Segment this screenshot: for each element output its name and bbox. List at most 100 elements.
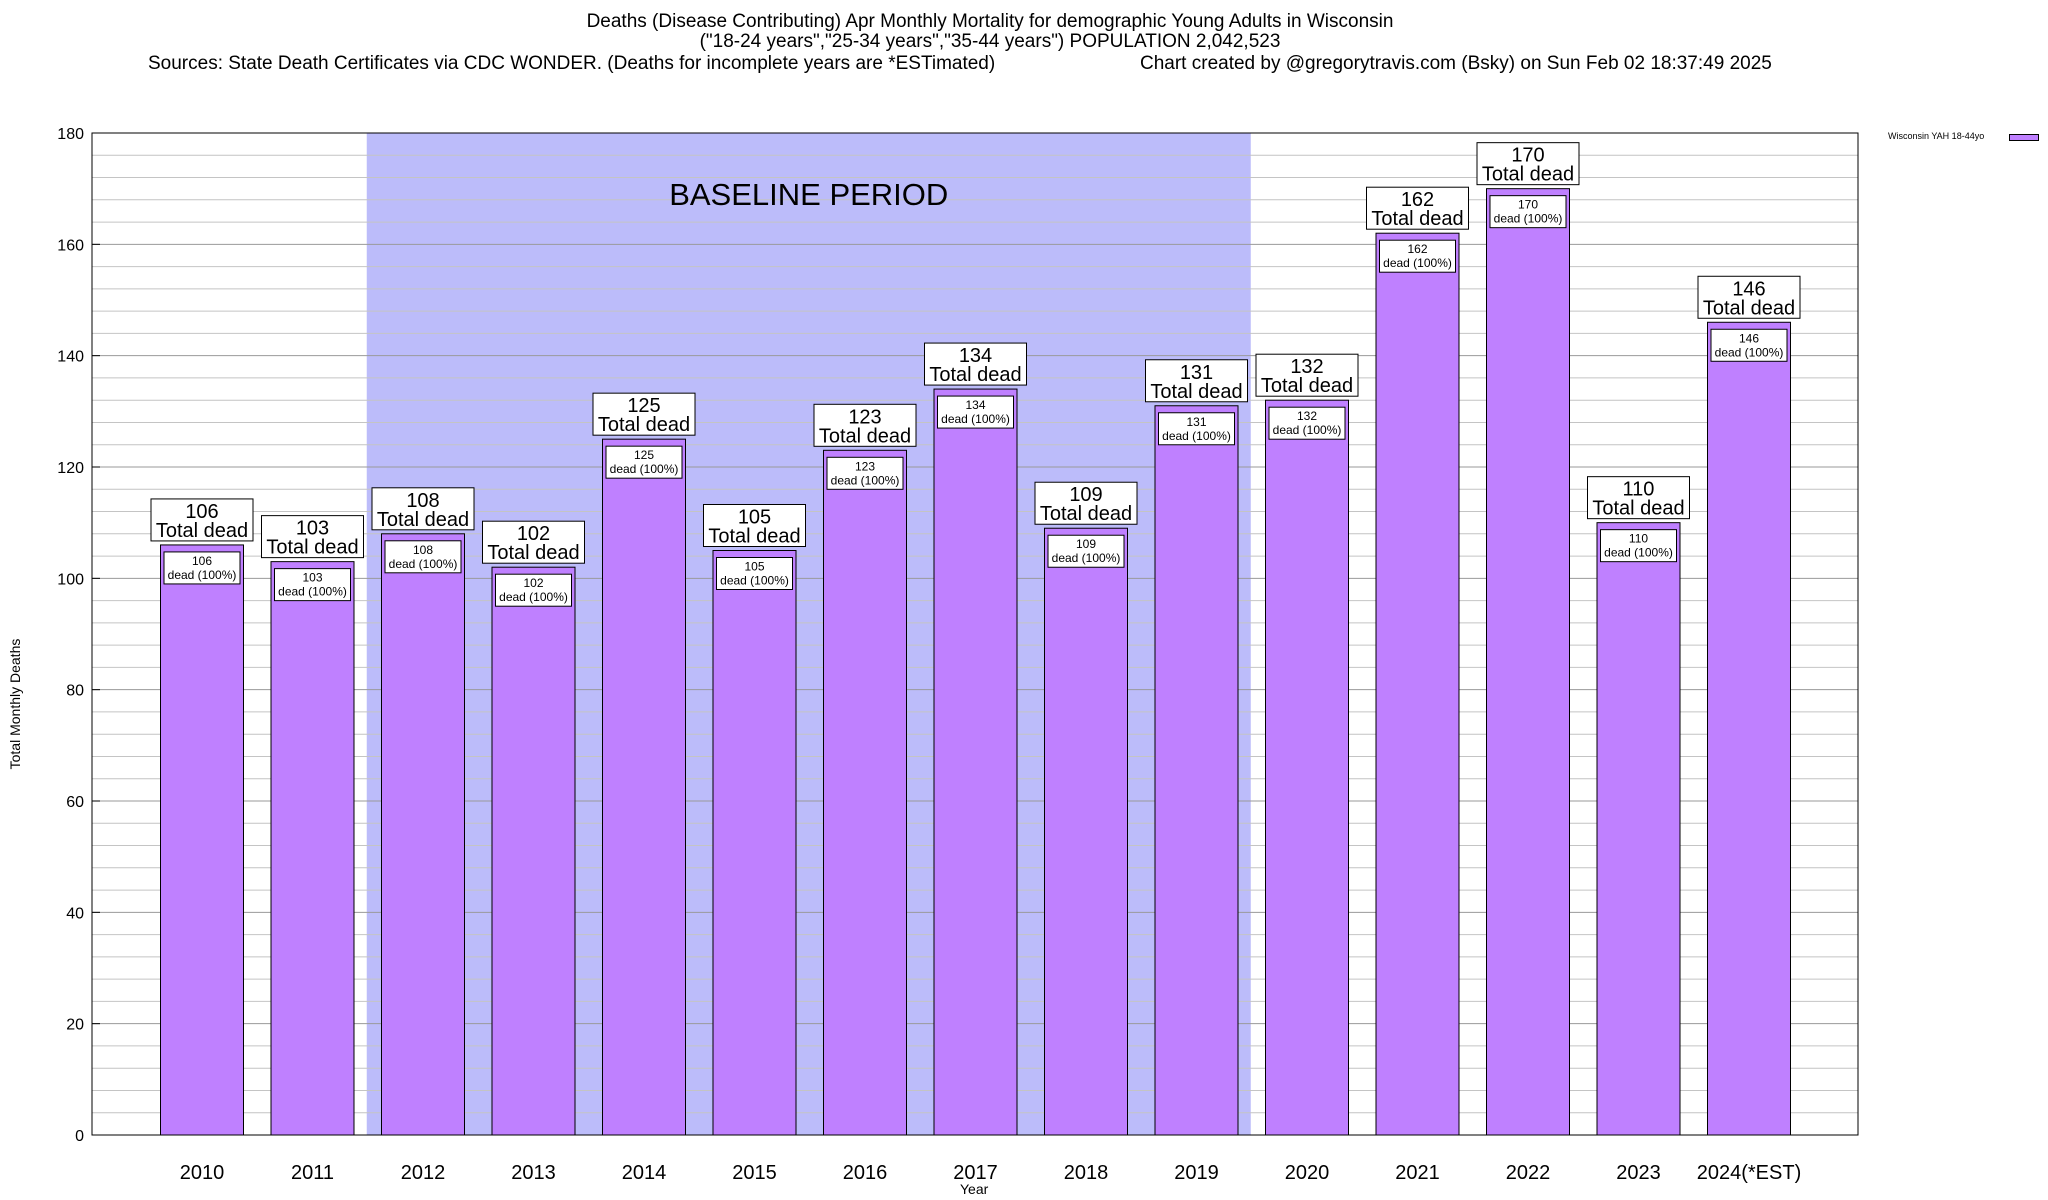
bar-total-label-box xyxy=(1255,353,1359,397)
bar-total-label: Total dead xyxy=(819,425,911,447)
bar-total-label: Total dead xyxy=(156,520,248,542)
y-tick-label: 60 xyxy=(66,794,84,811)
title-line-2: ("18-24 years","25-34 years","35-44 year… xyxy=(699,31,1281,52)
bar-total-value: 132 xyxy=(1290,356,1323,378)
bar xyxy=(491,566,576,1136)
bar-total-value: 103 xyxy=(296,518,329,540)
bar xyxy=(933,388,1018,1136)
bar-inner-label: dead (100%) xyxy=(278,585,347,599)
y-tick-label: 80 xyxy=(66,683,84,700)
bar-total-value: 105 xyxy=(738,507,771,529)
y-tick-label: 0 xyxy=(75,1128,84,1145)
y-tick-label: 20 xyxy=(66,1017,84,1034)
baseline-label: BASELINE PERIOD xyxy=(669,177,948,212)
x-tick-label: 2013 xyxy=(511,1162,556,1184)
bar-inner-label-box xyxy=(937,395,1014,429)
bar-inner-value: 103 xyxy=(302,571,322,585)
bar xyxy=(1486,188,1570,1136)
y-tick-label: 140 xyxy=(57,349,84,366)
bar-inner-label-box xyxy=(274,568,351,602)
bar-total-label: Total dead xyxy=(1703,297,1795,319)
bar-total-label-box xyxy=(1587,476,1690,520)
bar-inner-label: dead (100%) xyxy=(1383,256,1452,270)
bar-inner-label: dead (100%) xyxy=(1162,429,1231,443)
bar-total-label: Total dead xyxy=(598,414,690,436)
bar-total-label-box xyxy=(482,520,585,564)
bar-total-label-box xyxy=(1476,142,1580,186)
subtitle-row: Sources: State Death Certificates via CD… xyxy=(0,53,2048,75)
bar xyxy=(712,550,797,1136)
bar-total-value: 123 xyxy=(848,406,881,428)
bar-inner-value: 102 xyxy=(523,576,543,590)
bar-inner-value: 105 xyxy=(744,560,764,574)
bar-total-value: 108 xyxy=(406,490,439,512)
x-tick-label: 2024(*EST) xyxy=(1697,1162,1802,1184)
bar xyxy=(270,561,355,1136)
bar-inner-label-box xyxy=(495,573,572,607)
bar xyxy=(602,438,686,1136)
bar-total-value: 125 xyxy=(627,395,660,417)
bar-total-label: Total dead xyxy=(1261,375,1353,397)
x-tick-label: 2019 xyxy=(1174,1162,1219,1184)
bar-total-label-box xyxy=(261,515,364,559)
x-tick-label: 2018 xyxy=(1064,1162,1109,1184)
bar-inner-label-box xyxy=(1710,328,1788,362)
bar-total-label-box xyxy=(1034,481,1138,525)
legend-label: Wisconsin YAH 18-44yo xyxy=(1888,131,1985,141)
bar-total-value: 146 xyxy=(1732,278,1765,300)
x-tick-label: 2012 xyxy=(401,1162,446,1184)
bar-inner-value: 110 xyxy=(1629,532,1648,546)
bar-inner-label-box xyxy=(1489,195,1567,229)
bar xyxy=(160,544,244,1136)
x-tick-label: 2015 xyxy=(732,1162,777,1184)
bar-inner-value: 125 xyxy=(634,448,654,462)
bar-inner-value: 134 xyxy=(965,398,985,412)
bar-inner-label-box xyxy=(1379,239,1456,273)
bar-total-value: 109 xyxy=(1069,484,1102,506)
bar-total-value: 162 xyxy=(1401,189,1434,211)
bar-total-value: 102 xyxy=(517,523,550,545)
x-axis-label: Year xyxy=(960,1181,989,1197)
bar-inner-value: 109 xyxy=(1076,537,1096,551)
bar-inner-label: dead (100%) xyxy=(831,473,900,487)
bar-inner-value: 146 xyxy=(1739,331,1759,345)
bar-total-label-box xyxy=(150,498,254,542)
bar-inner-label: dead (100%) xyxy=(720,574,789,588)
bar-inner-label: dead (100%) xyxy=(499,590,568,604)
bar-total-label: Total dead xyxy=(708,526,800,548)
bar-inner-value: 132 xyxy=(1297,409,1317,423)
bar-inner-label-box xyxy=(605,445,683,479)
bar-total-value: 170 xyxy=(1511,145,1544,167)
bar-total-label-box xyxy=(1366,186,1469,230)
bar-inner-label-box xyxy=(1158,412,1235,446)
bar-total-label-box xyxy=(813,403,917,447)
bar xyxy=(1707,321,1791,1136)
bar-inner-label-box xyxy=(163,551,241,585)
x-tick-label: 2022 xyxy=(1506,1162,1551,1184)
x-tick-label: 2023 xyxy=(1616,1162,1661,1184)
bar-inner-label-box xyxy=(1047,534,1125,568)
bar-total-label: Total dead xyxy=(1371,208,1463,230)
bar-total-label: Total dead xyxy=(1150,381,1242,403)
bar-total-value: 106 xyxy=(185,501,218,523)
x-tick-label: 2010 xyxy=(180,1162,225,1184)
bar-total-label: Total dead xyxy=(1592,498,1684,520)
bar-inner-label: dead (100%) xyxy=(1273,423,1342,437)
bar-inner-label-box xyxy=(1268,406,1346,440)
bar-inner-label: dead (100%) xyxy=(389,557,458,571)
bar-total-label: Total dead xyxy=(1040,503,1132,525)
bar-total-value: 110 xyxy=(1623,479,1655,501)
bar-total-value: 131 xyxy=(1180,362,1213,384)
legend-swatch xyxy=(2009,134,2039,141)
y-tick-label: 100 xyxy=(57,571,84,588)
x-tick-label: 2017 xyxy=(953,1162,998,1184)
bar-total-label: Total dead xyxy=(377,509,469,531)
bar-total-label-box xyxy=(703,504,806,547)
bar xyxy=(381,533,465,1136)
bar-total-value: 134 xyxy=(959,345,992,367)
bar-total-label: Total dead xyxy=(487,542,579,564)
sources-text: Sources: State Death Certificates via CD… xyxy=(148,53,996,74)
bar-inner-value: 131 xyxy=(1186,415,1206,429)
bar xyxy=(1375,232,1460,1136)
